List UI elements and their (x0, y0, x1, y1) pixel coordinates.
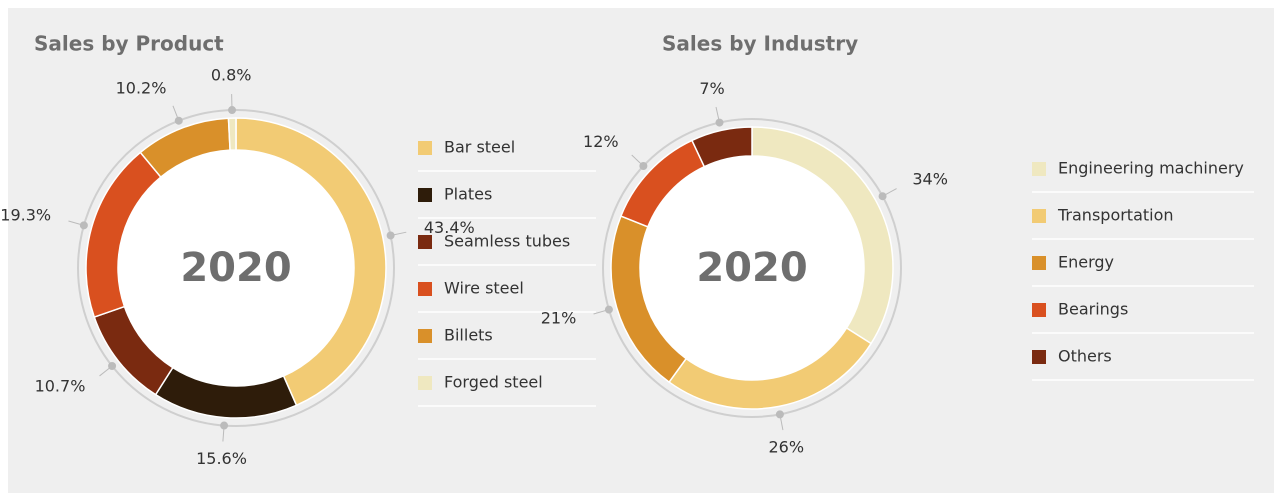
leader-dot (639, 162, 648, 171)
legend-swatch (418, 282, 432, 296)
legend-label: Plates (444, 185, 492, 204)
value-label: 34% (912, 169, 948, 188)
value-label: 0.8% (211, 66, 252, 85)
legend-label: Seamless tubes (444, 232, 570, 251)
legend-label: Bar steel (444, 138, 515, 157)
donut-segment (235, 117, 387, 407)
value-label: 21% (541, 309, 577, 328)
legend-label: Transportation (1057, 206, 1174, 225)
legend-swatch (1032, 303, 1046, 317)
leader-dot (878, 192, 887, 201)
legend-label: Energy (1058, 253, 1114, 272)
inner-disc (640, 156, 864, 380)
leader-dot (775, 410, 784, 419)
value-label: 7% (699, 79, 724, 98)
inner-disc (118, 150, 354, 386)
donut-segment (690, 126, 753, 168)
legend-swatch (418, 141, 432, 155)
legend-swatch (418, 188, 432, 202)
leader-dot (228, 106, 237, 115)
leader-dot (604, 305, 613, 314)
donut-segment (227, 117, 237, 151)
value-label: 26% (769, 437, 805, 456)
value-label: 10.7% (35, 377, 86, 396)
legend-swatch (1032, 162, 1046, 176)
leader-dot (220, 421, 229, 430)
legend-label: Bearings (1058, 300, 1128, 319)
value-label: 43.4% (424, 218, 475, 237)
center-label: 2020 (180, 245, 291, 291)
value-label: 10.2% (116, 79, 167, 98)
legend-swatch (418, 329, 432, 343)
legend-swatch (1032, 350, 1046, 364)
legend-swatch (1032, 209, 1046, 223)
legend-label: Engineering machinery (1058, 159, 1244, 178)
value-label: 12% (583, 132, 619, 151)
legend-swatch (1032, 256, 1046, 270)
legend-swatch (418, 376, 432, 390)
outer-ring (602, 118, 902, 418)
value-label: 15.6% (196, 449, 247, 468)
legend-label: Wire steel (444, 279, 524, 298)
legend-swatch (418, 235, 432, 249)
leader-dot (386, 231, 395, 240)
chart-title: Sales by Industry (662, 32, 858, 56)
center-label: 2020 (696, 245, 807, 291)
legend-label: Forged steel (444, 373, 543, 392)
leader-dot (108, 362, 117, 371)
chart-title: Sales by Product (34, 32, 224, 56)
legend-label: Billets (444, 326, 493, 345)
leader-dot (174, 116, 183, 125)
legend-label: Others (1058, 347, 1112, 366)
value-label: 19.3% (0, 206, 51, 225)
leader-dot (79, 221, 88, 230)
leader-dot (715, 118, 724, 127)
